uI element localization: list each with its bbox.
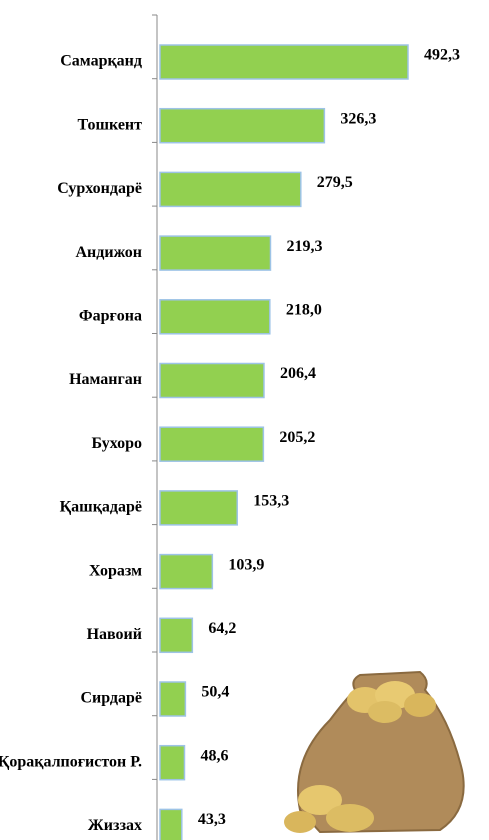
category-label: Жиззах xyxy=(88,817,142,834)
bar xyxy=(160,236,270,270)
category-label: Хоразм xyxy=(89,562,142,579)
potato-sack xyxy=(284,672,464,833)
bar xyxy=(160,618,192,652)
bar xyxy=(160,109,324,143)
category-label: Сирдарё xyxy=(80,690,142,707)
value-label: 48,6 xyxy=(200,747,228,764)
bar xyxy=(160,491,237,525)
category-label: Наманган xyxy=(69,371,142,388)
bar xyxy=(160,300,270,334)
value-label: 43,3 xyxy=(198,811,226,828)
value-label: 279,5 xyxy=(317,174,353,191)
value-label: 206,4 xyxy=(280,365,316,382)
bar xyxy=(160,555,212,589)
value-label: 50,4 xyxy=(201,684,229,701)
bar xyxy=(160,682,185,716)
value-label: 326,3 xyxy=(340,110,376,127)
category-label: Навоий xyxy=(87,626,142,643)
category-label: Тошкент xyxy=(78,116,143,133)
category-label: Қашқадарё xyxy=(60,499,142,516)
value-label: 219,3 xyxy=(286,238,322,255)
value-label: 205,2 xyxy=(279,429,315,446)
value-label: 153,3 xyxy=(253,493,289,510)
category-label: Самарқанд xyxy=(60,53,142,70)
value-label: 492,3 xyxy=(424,47,460,64)
category-label: Қорақалпоғистон Р. xyxy=(0,753,142,770)
category-label: Сурхондарё xyxy=(57,180,142,197)
bar xyxy=(160,364,264,398)
bar xyxy=(160,427,263,461)
bar xyxy=(160,172,301,206)
chart: Самарқанд 492,3 Тошкент 326,3 Сурхондарё 279,… xyxy=(0,0,489,840)
bar xyxy=(160,809,182,840)
bar xyxy=(160,746,184,780)
bar xyxy=(160,45,408,79)
category-label: Андижон xyxy=(75,244,142,261)
value-label: 218,0 xyxy=(286,301,322,318)
category-label: Фарғона xyxy=(79,307,142,324)
value-label: 64,2 xyxy=(208,620,236,637)
category-label: Бухоро xyxy=(92,435,142,452)
value-label: 103,9 xyxy=(228,556,264,573)
